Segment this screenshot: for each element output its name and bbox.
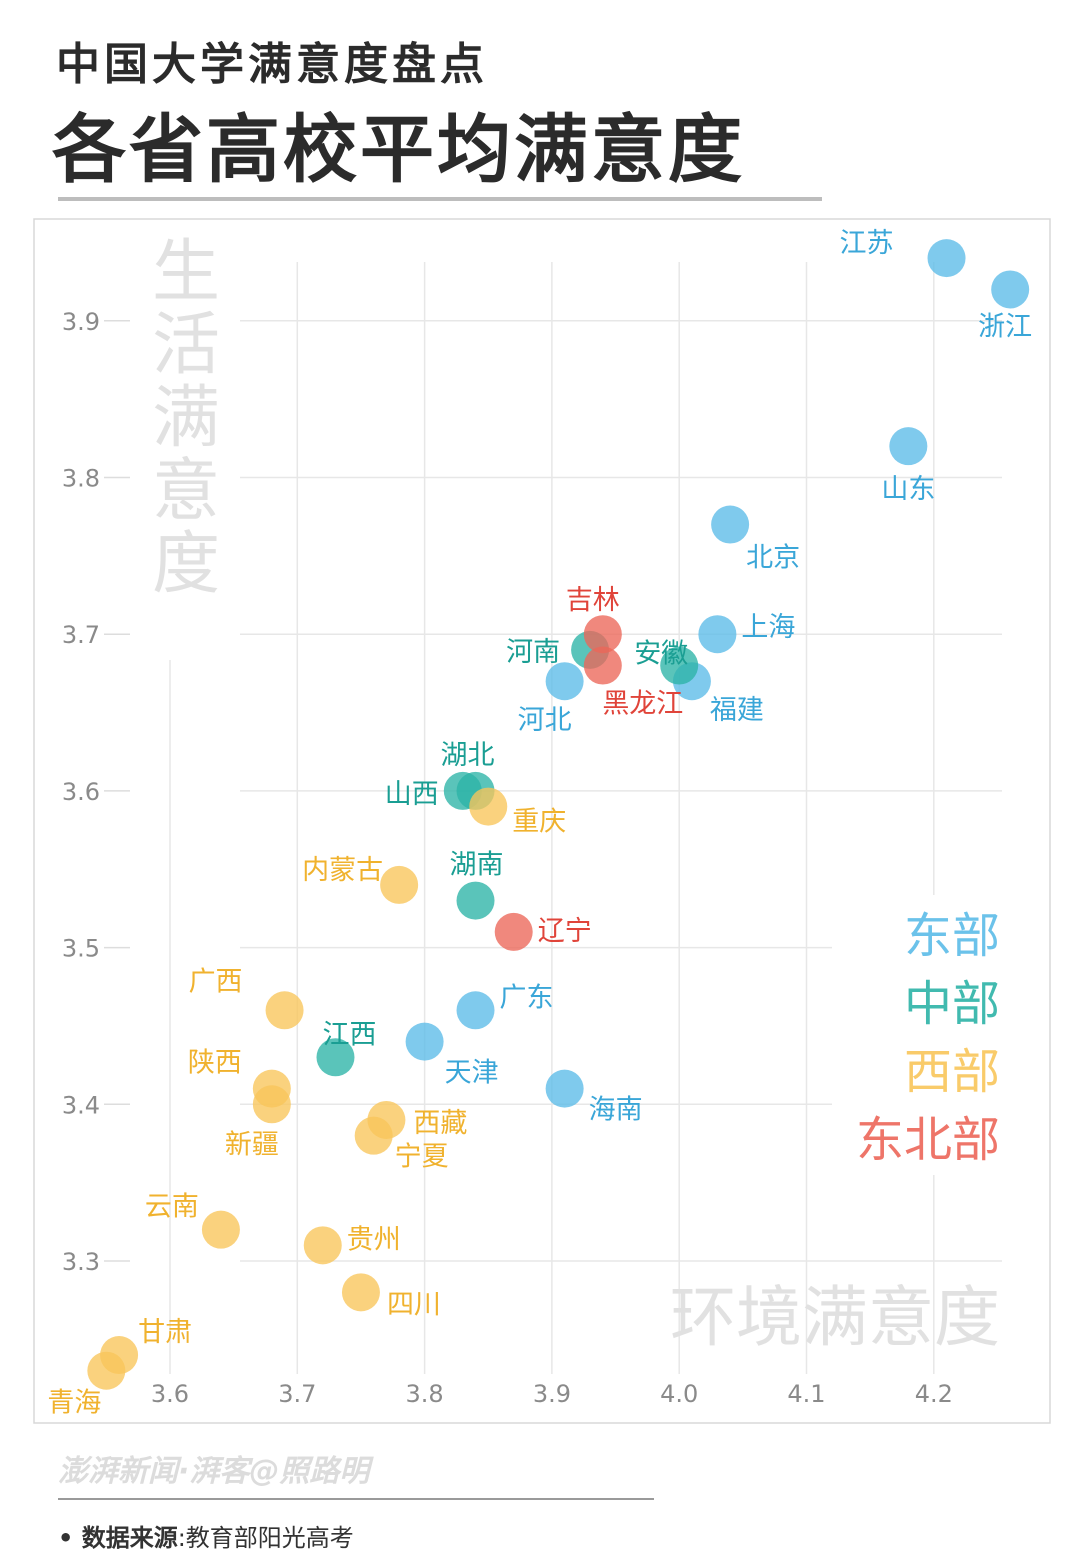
point-label: 西藏 bbox=[413, 1108, 467, 1139]
data-point bbox=[456, 991, 495, 1030]
data-point bbox=[583, 615, 622, 654]
point-label: 甘肃 bbox=[138, 1317, 192, 1348]
footer-divider bbox=[58, 1498, 654, 1500]
point-label: 辽宁 bbox=[538, 916, 592, 947]
data-point bbox=[252, 1085, 291, 1124]
y-tick-label: 3.9 bbox=[62, 308, 100, 336]
data-point bbox=[380, 865, 419, 904]
point-label: 河北 bbox=[518, 705, 572, 736]
y-axis-title-char: 意 bbox=[152, 452, 220, 531]
point-label: 江苏 bbox=[840, 228, 894, 259]
data-point bbox=[991, 270, 1030, 309]
point-label: 北京 bbox=[746, 543, 800, 574]
grid bbox=[104, 262, 1002, 1374]
y-axis-title-char: 满 bbox=[152, 379, 220, 458]
y-axis-title-char: 度 bbox=[152, 525, 220, 604]
scatter-chart: 3.3 3.4 3.5 3.6 3.7 3.8 3.9 3.6 3.7 3.8 3.9 4.0 4.1 4… bbox=[33, 218, 1051, 1424]
y-tick-label: 3.8 bbox=[62, 465, 100, 493]
data-source: • 数据来源:教育部阳光高考 bbox=[58, 1518, 354, 1553]
point-label: 天津 bbox=[445, 1058, 499, 1089]
chart-subtitle: 中国大学满意度盘点 bbox=[56, 39, 488, 90]
x-tick-label: 4.2 bbox=[915, 1380, 953, 1408]
point-label: 宁夏 bbox=[395, 1142, 449, 1173]
y-tick-label: 3.5 bbox=[62, 935, 100, 963]
source-label: • 数据来源 bbox=[58, 1524, 178, 1552]
axis-titles: 生活满意度 环境满意度 bbox=[152, 233, 1000, 1356]
point-label: 贵州 bbox=[347, 1224, 401, 1255]
data-point bbox=[494, 912, 533, 951]
point-label: 湖南 bbox=[450, 850, 504, 881]
data-point bbox=[545, 662, 584, 701]
point-label: 海南 bbox=[589, 1095, 643, 1126]
point-label: 江西 bbox=[322, 1019, 376, 1050]
point-label: 广东 bbox=[500, 982, 554, 1013]
y-axis-title: 生活满意度 bbox=[152, 233, 220, 604]
point-label: 广西 bbox=[189, 966, 243, 997]
legend-entry: 东部 bbox=[904, 908, 1000, 964]
point-label: 陕西 bbox=[188, 1048, 242, 1079]
legend-entry: 西部 bbox=[904, 1044, 1000, 1100]
data-point bbox=[405, 1022, 444, 1061]
point-label: 河南 bbox=[506, 637, 560, 668]
point-label: 浙江 bbox=[978, 311, 1032, 342]
data-point bbox=[87, 1351, 126, 1390]
data-point bbox=[469, 787, 508, 826]
point-label: 安徽 bbox=[634, 639, 688, 670]
data-point bbox=[456, 881, 495, 920]
plot-frame bbox=[33, 218, 1051, 1424]
point-label: 云南 bbox=[145, 1192, 199, 1223]
footer-credit: 澎湃新闻·湃客@照路明 bbox=[58, 1454, 370, 1489]
legend-entry: 中部 bbox=[904, 976, 1000, 1032]
x-tick-label: 4.0 bbox=[660, 1380, 698, 1408]
point-label: 重庆 bbox=[512, 807, 566, 838]
source-separator: : bbox=[177, 1524, 186, 1552]
point-label: 山东 bbox=[881, 474, 935, 505]
y-axis-title-char: 生 bbox=[152, 233, 220, 312]
point-label: 四川 bbox=[387, 1289, 441, 1320]
point-label: 福建 bbox=[710, 695, 764, 726]
point-label: 山西 bbox=[385, 779, 439, 810]
data-points bbox=[87, 239, 1030, 1390]
data-point bbox=[660, 646, 699, 685]
data-point bbox=[265, 991, 304, 1030]
axis-ticks: 3.3 3.4 3.5 3.6 3.7 3.8 3.9 3.6 3.7 3.8 3.9 4.0 4.1 4… bbox=[62, 308, 953, 1408]
y-tick-label: 3.6 bbox=[62, 778, 100, 806]
point-label: 内蒙古 bbox=[302, 855, 383, 886]
data-point bbox=[698, 615, 737, 654]
data-point bbox=[889, 427, 928, 466]
y-tick-label: 3.7 bbox=[62, 621, 100, 649]
data-point bbox=[341, 1273, 380, 1312]
legend-entry: 东北部 bbox=[856, 1112, 1000, 1168]
point-label: 湖北 bbox=[441, 740, 495, 771]
data-point bbox=[583, 646, 622, 685]
data-point bbox=[316, 1038, 355, 1077]
point-label: 黑龙江 bbox=[602, 689, 683, 720]
legend-background bbox=[832, 895, 1032, 1175]
source-value: 教育部阳光高考 bbox=[185, 1524, 354, 1552]
x-tick-label: 4.1 bbox=[787, 1380, 825, 1408]
point-label: 上海 bbox=[741, 612, 795, 643]
x-tick-label: 3.7 bbox=[278, 1380, 316, 1408]
x-axis-title: 环境满意度 bbox=[670, 1279, 1000, 1356]
data-point bbox=[201, 1210, 240, 1249]
data-point bbox=[545, 1069, 584, 1108]
chart-title: 各省高校平均满意度 bbox=[52, 107, 745, 193]
y-tick-label: 3.4 bbox=[62, 1091, 100, 1119]
title-divider bbox=[58, 197, 822, 201]
point-label: 青海 bbox=[47, 1388, 101, 1419]
data-point bbox=[354, 1116, 393, 1155]
point-label: 吉林 bbox=[566, 585, 620, 616]
x-tick-label: 3.6 bbox=[151, 1380, 189, 1408]
y-axis-title-char: 活 bbox=[152, 306, 220, 385]
data-point bbox=[711, 505, 750, 544]
y-tick-label: 3.3 bbox=[62, 1248, 100, 1276]
data-point bbox=[303, 1226, 342, 1265]
point-label: 新疆 bbox=[225, 1129, 279, 1160]
x-tick-label: 3.8 bbox=[406, 1380, 444, 1408]
data-point bbox=[927, 239, 966, 278]
x-tick-label: 3.9 bbox=[533, 1380, 571, 1408]
